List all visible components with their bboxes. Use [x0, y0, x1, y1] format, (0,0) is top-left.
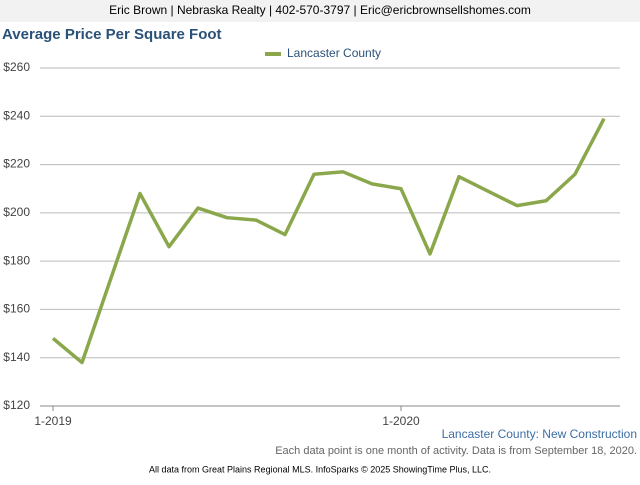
y-tick-label: $120 [3, 398, 30, 412]
chart-title: Average Price Per Square Foot [2, 26, 222, 43]
note: Each data point is one month of activity… [275, 445, 637, 457]
legend-label: Lancaster County [287, 46, 381, 60]
y-tick-label: $200 [3, 205, 30, 219]
y-tick-label: $180 [3, 253, 30, 267]
x-tick-label: 1-2019 [34, 414, 72, 428]
footer: All data from Great Plains Regional MLS.… [149, 464, 491, 474]
x-tick-label: 1-2020 [382, 414, 420, 428]
chart-subtitle: Lancaster County: New Construction [442, 427, 637, 441]
y-tick-label: $160 [3, 302, 30, 316]
y-tick-label: $260 [3, 60, 30, 74]
y-tick-label: $240 [3, 108, 30, 122]
header-bar [0, 0, 640, 22]
header: Eric Brown | Nebraska Realty | 402-570-3… [109, 3, 531, 17]
y-tick-label: $140 [3, 350, 30, 364]
data-line [51, 117, 606, 365]
y-tick-label: $220 [3, 157, 30, 171]
